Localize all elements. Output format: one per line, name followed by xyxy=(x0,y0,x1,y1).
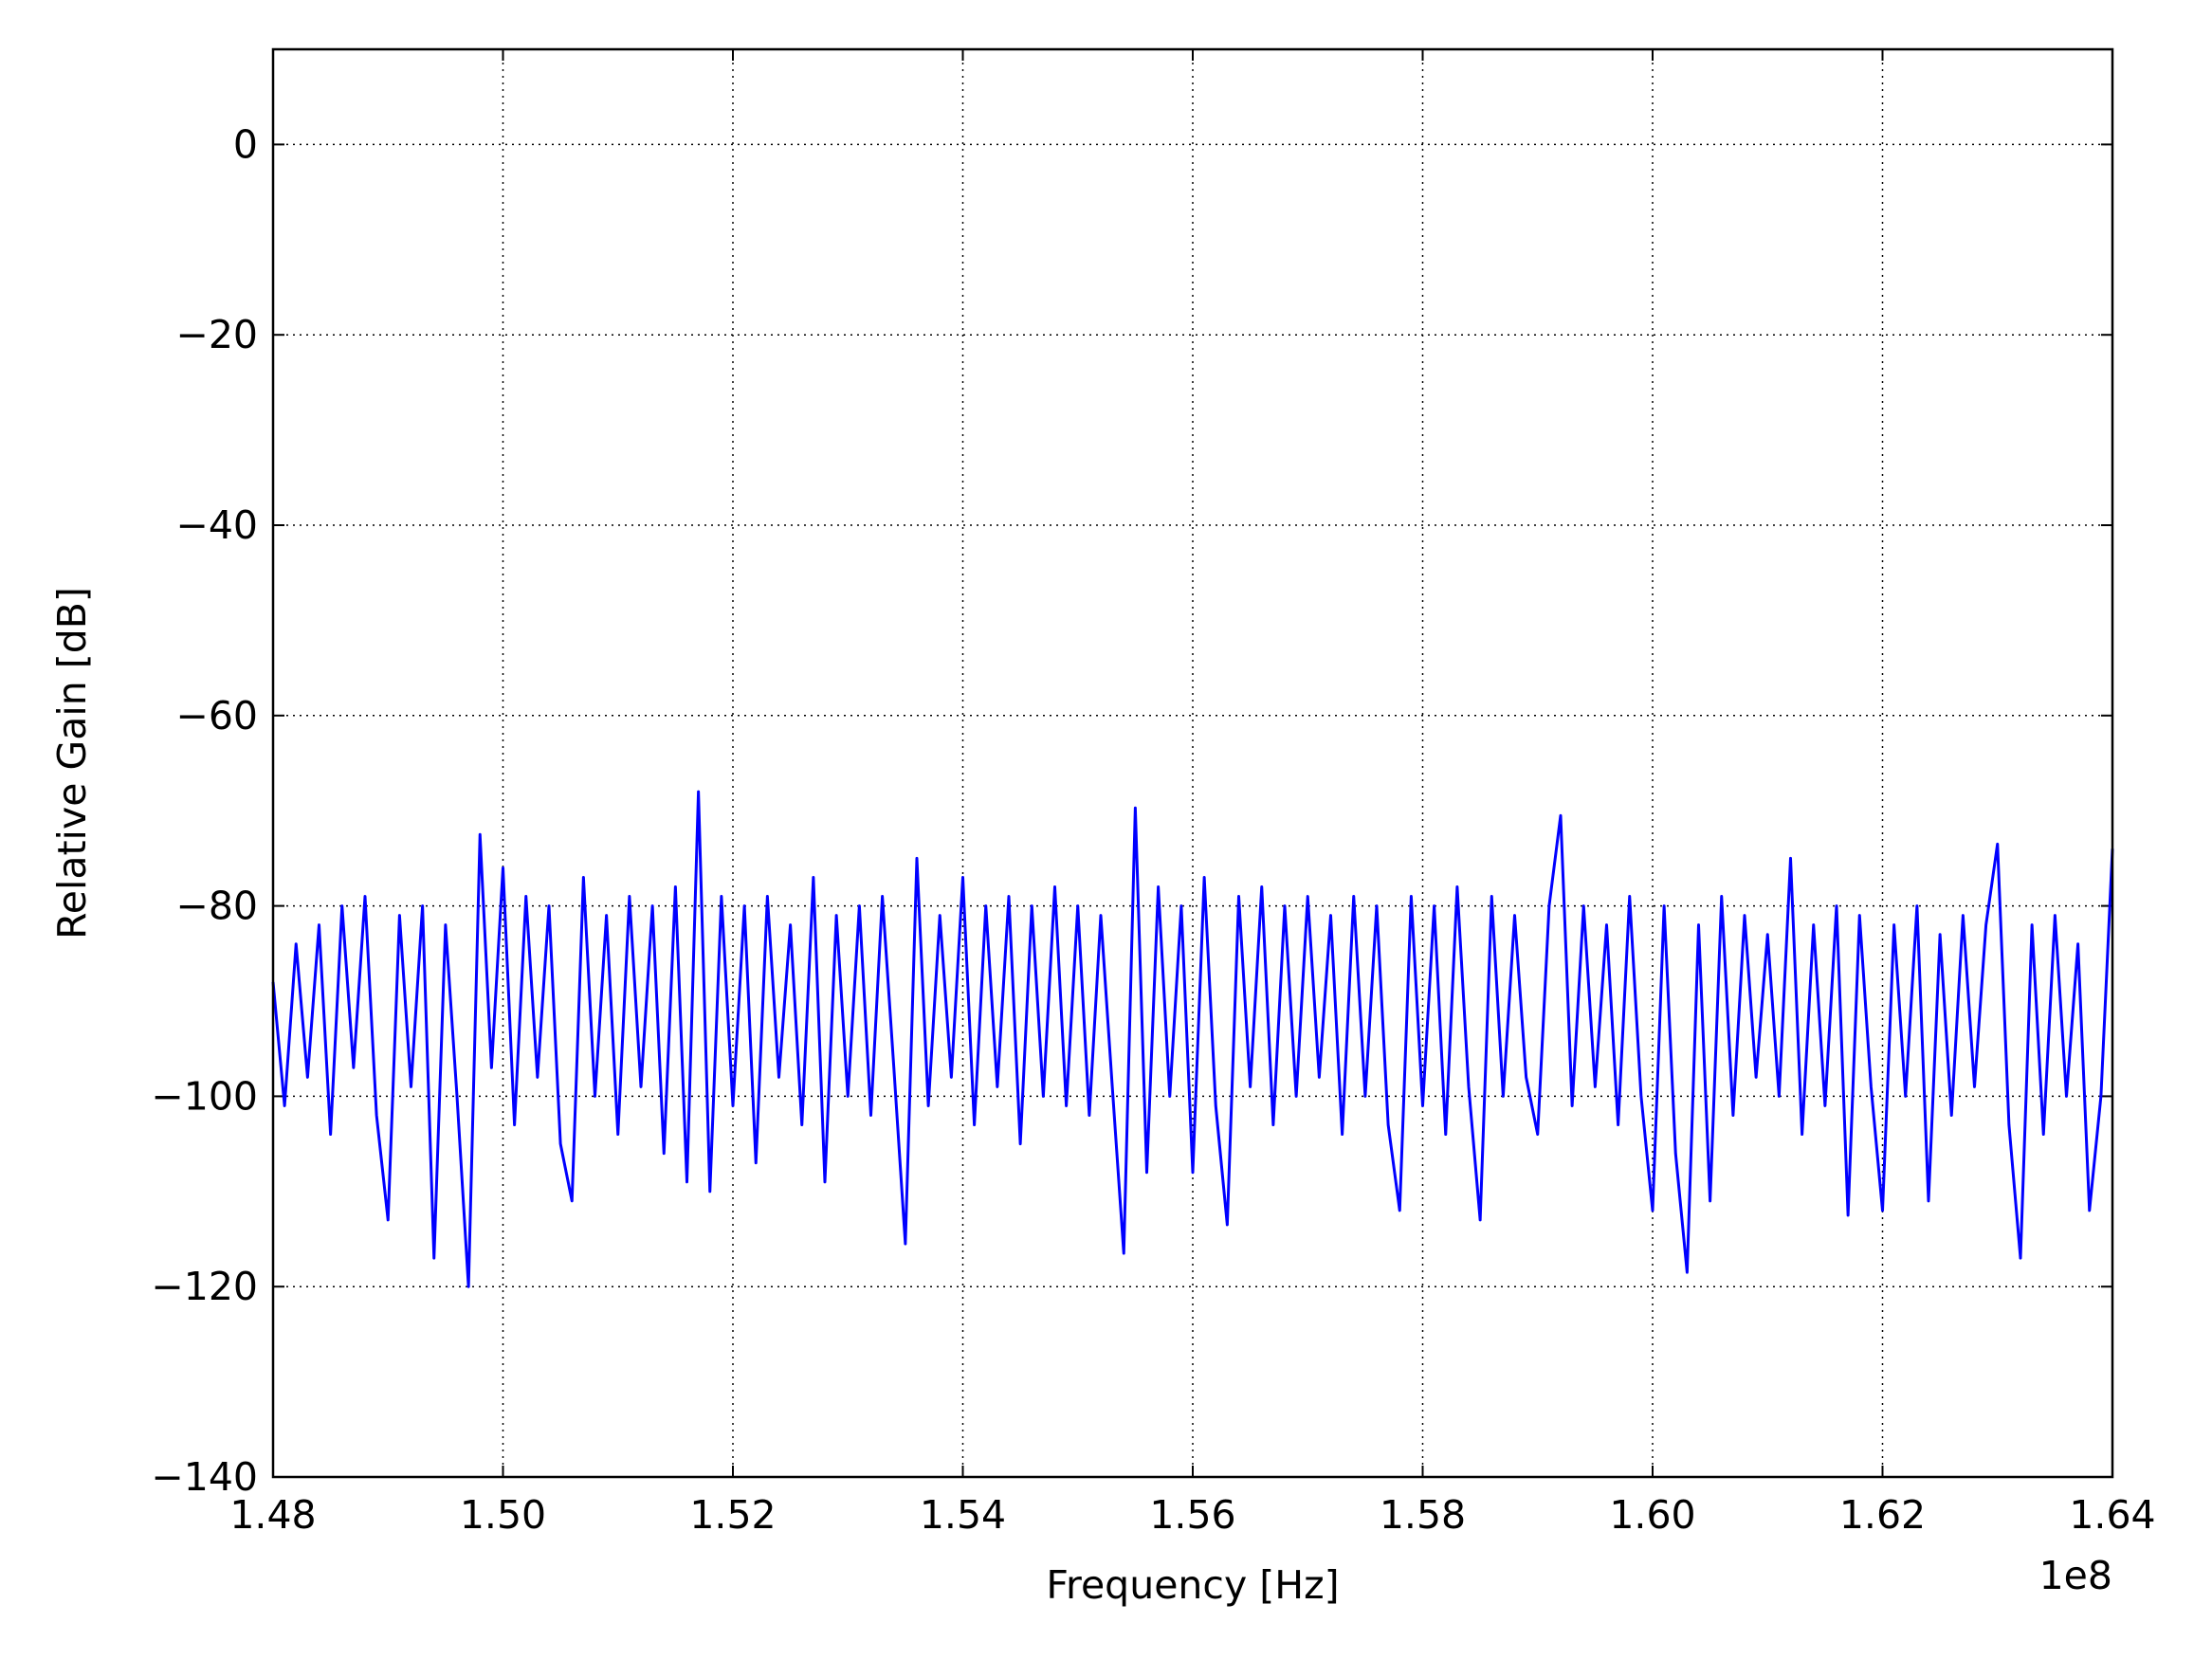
x-tick-label: 1.64 xyxy=(2069,1492,2155,1538)
data-line xyxy=(271,790,2114,1288)
x-tick-label: 1.48 xyxy=(229,1492,316,1538)
y-tick-label: −80 xyxy=(175,884,258,929)
x-tick-label: 1.52 xyxy=(689,1492,776,1538)
plot-frame xyxy=(271,47,2114,1479)
x-offset-label: 1e8 xyxy=(2039,1553,2112,1598)
x-tick-label: 1.50 xyxy=(460,1492,546,1538)
y-tick-label: −120 xyxy=(151,1264,258,1309)
x-axis-label: Frequency [Hz] xyxy=(1046,1562,1339,1608)
y-tick-label: −100 xyxy=(151,1073,258,1119)
y-tick-label: −60 xyxy=(175,693,258,738)
y-tick-label: −140 xyxy=(151,1454,258,1500)
x-tick-label: 1.58 xyxy=(1380,1492,1466,1538)
x-tick-label: 1.62 xyxy=(1839,1492,1926,1538)
x-tick-label: 1.54 xyxy=(920,1492,1006,1538)
y-axis-label: Relative Gain [dB] xyxy=(49,587,95,939)
y-tick-label: −40 xyxy=(175,502,258,548)
y-tick-label: 0 xyxy=(233,121,258,167)
x-tick-label: 1.56 xyxy=(1149,1492,1235,1538)
y-tick-label: −20 xyxy=(175,312,258,357)
x-tick-label: 1.60 xyxy=(1609,1492,1695,1538)
